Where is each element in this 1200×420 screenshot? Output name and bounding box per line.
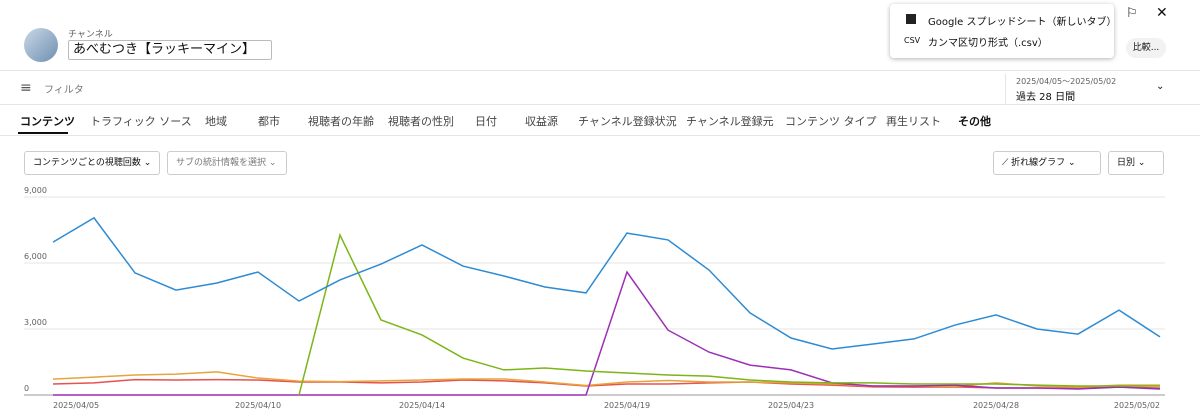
close-icon[interactable]: ✕ xyxy=(1156,5,1168,21)
x-tick-label: 2025/04/19 xyxy=(604,401,650,410)
metric: コンテンツごとの視聴回数 xyxy=(33,158,141,168)
tab[interactable]: コンテンツ xyxy=(20,115,75,128)
period[interactable]: 過去 28 日間 xyxy=(1016,92,1076,103)
interval: 日別 xyxy=(1117,158,1136,168)
csv-icon: CSV xyxy=(904,36,921,45)
tab[interactable]: その他 xyxy=(958,115,991,128)
x-tick-label: 2025/04/28 xyxy=(973,401,1019,410)
x-tick-label: 2025/04/14 xyxy=(399,401,445,410)
sheets-icon xyxy=(906,14,916,24)
tab[interactable]: 再生リスト xyxy=(886,115,941,128)
compare-button[interactable]: 比較... xyxy=(1126,38,1166,58)
series-line xyxy=(52,216,1161,350)
menu-item[interactable]: カンマ区切り形式（.csv） xyxy=(928,38,1048,49)
tab[interactable]: チャンネル登録元 xyxy=(686,115,774,128)
channel-selector[interactable]: あべむつき【ラッキーマイン】 xyxy=(68,40,272,60)
interval-dropdown[interactable]: 日別 ⌄ xyxy=(1108,151,1164,175)
menu-item[interactable]: Google スプレッドシート（新しいタブ） xyxy=(928,17,1117,28)
tab[interactable]: 日付 xyxy=(475,115,497,128)
divider xyxy=(0,70,1200,71)
y-tick-label: 3,000 xyxy=(24,318,47,327)
series-line xyxy=(52,378,1161,389)
tab[interactable]: 収益源 xyxy=(525,115,558,128)
series-line xyxy=(298,232,1160,396)
channel-label: チャンネル xyxy=(68,30,113,40)
chart-kind-dropdown[interactable]: ⟋ 折れ線グラフ ⌄ xyxy=(993,151,1101,175)
divider xyxy=(0,135,1200,136)
series-line xyxy=(53,270,1161,396)
tab[interactable]: 視聴者の年齢 xyxy=(308,115,374,128)
x-tick-label: 2025/04/23 xyxy=(768,401,814,410)
y-tick-label: 0 xyxy=(24,384,29,393)
divider xyxy=(0,104,1200,105)
period-caret[interactable]: ⌄ xyxy=(1156,81,1165,92)
x-tick-label: 2025/04/05 xyxy=(53,401,99,410)
x-tick-label: 2025/04/10 xyxy=(235,401,281,410)
tab-underline xyxy=(18,132,68,134)
y-tick-label: 9,000 xyxy=(24,186,47,195)
x-tick-label: 2025/05/02 xyxy=(1114,401,1160,410)
secondary: サブの統計情報を選択 xyxy=(176,158,267,168)
y-tick-label: 6,000 xyxy=(24,252,47,261)
metric-dropdown[interactable]: コンテンツごとの視聴回数 ⌄ xyxy=(24,151,160,175)
tab[interactable]: 視聴者の性別 xyxy=(388,115,454,128)
feedback-icon[interactable]: ⚐ xyxy=(1126,6,1138,21)
tab[interactable]: 都市 xyxy=(258,115,280,128)
secondary-dropdown[interactable]: サブの統計情報を選択 ⌄ xyxy=(167,151,287,175)
export-menu: Google スプレッドシート（新しいタブ） CSV カンマ区切り形式（.csv… xyxy=(890,4,1117,58)
channel-avatar xyxy=(24,28,58,62)
date-range[interactable]: 2025/04/05～2025/05/02 xyxy=(1016,77,1117,86)
filter-icon[interactable]: ≡ xyxy=(20,80,32,96)
tab[interactable]: コンテンツ タイプ xyxy=(785,115,877,128)
filter-input[interactable]: フィルタ xyxy=(44,85,84,96)
tab[interactable]: 地域 xyxy=(205,115,227,128)
tab[interactable]: トラフィック ソース xyxy=(90,115,192,128)
divider xyxy=(1005,74,1006,104)
chart-kind: 折れ線グラフ xyxy=(1011,158,1066,168)
tab[interactable]: チャンネル登録状況 xyxy=(578,115,677,128)
